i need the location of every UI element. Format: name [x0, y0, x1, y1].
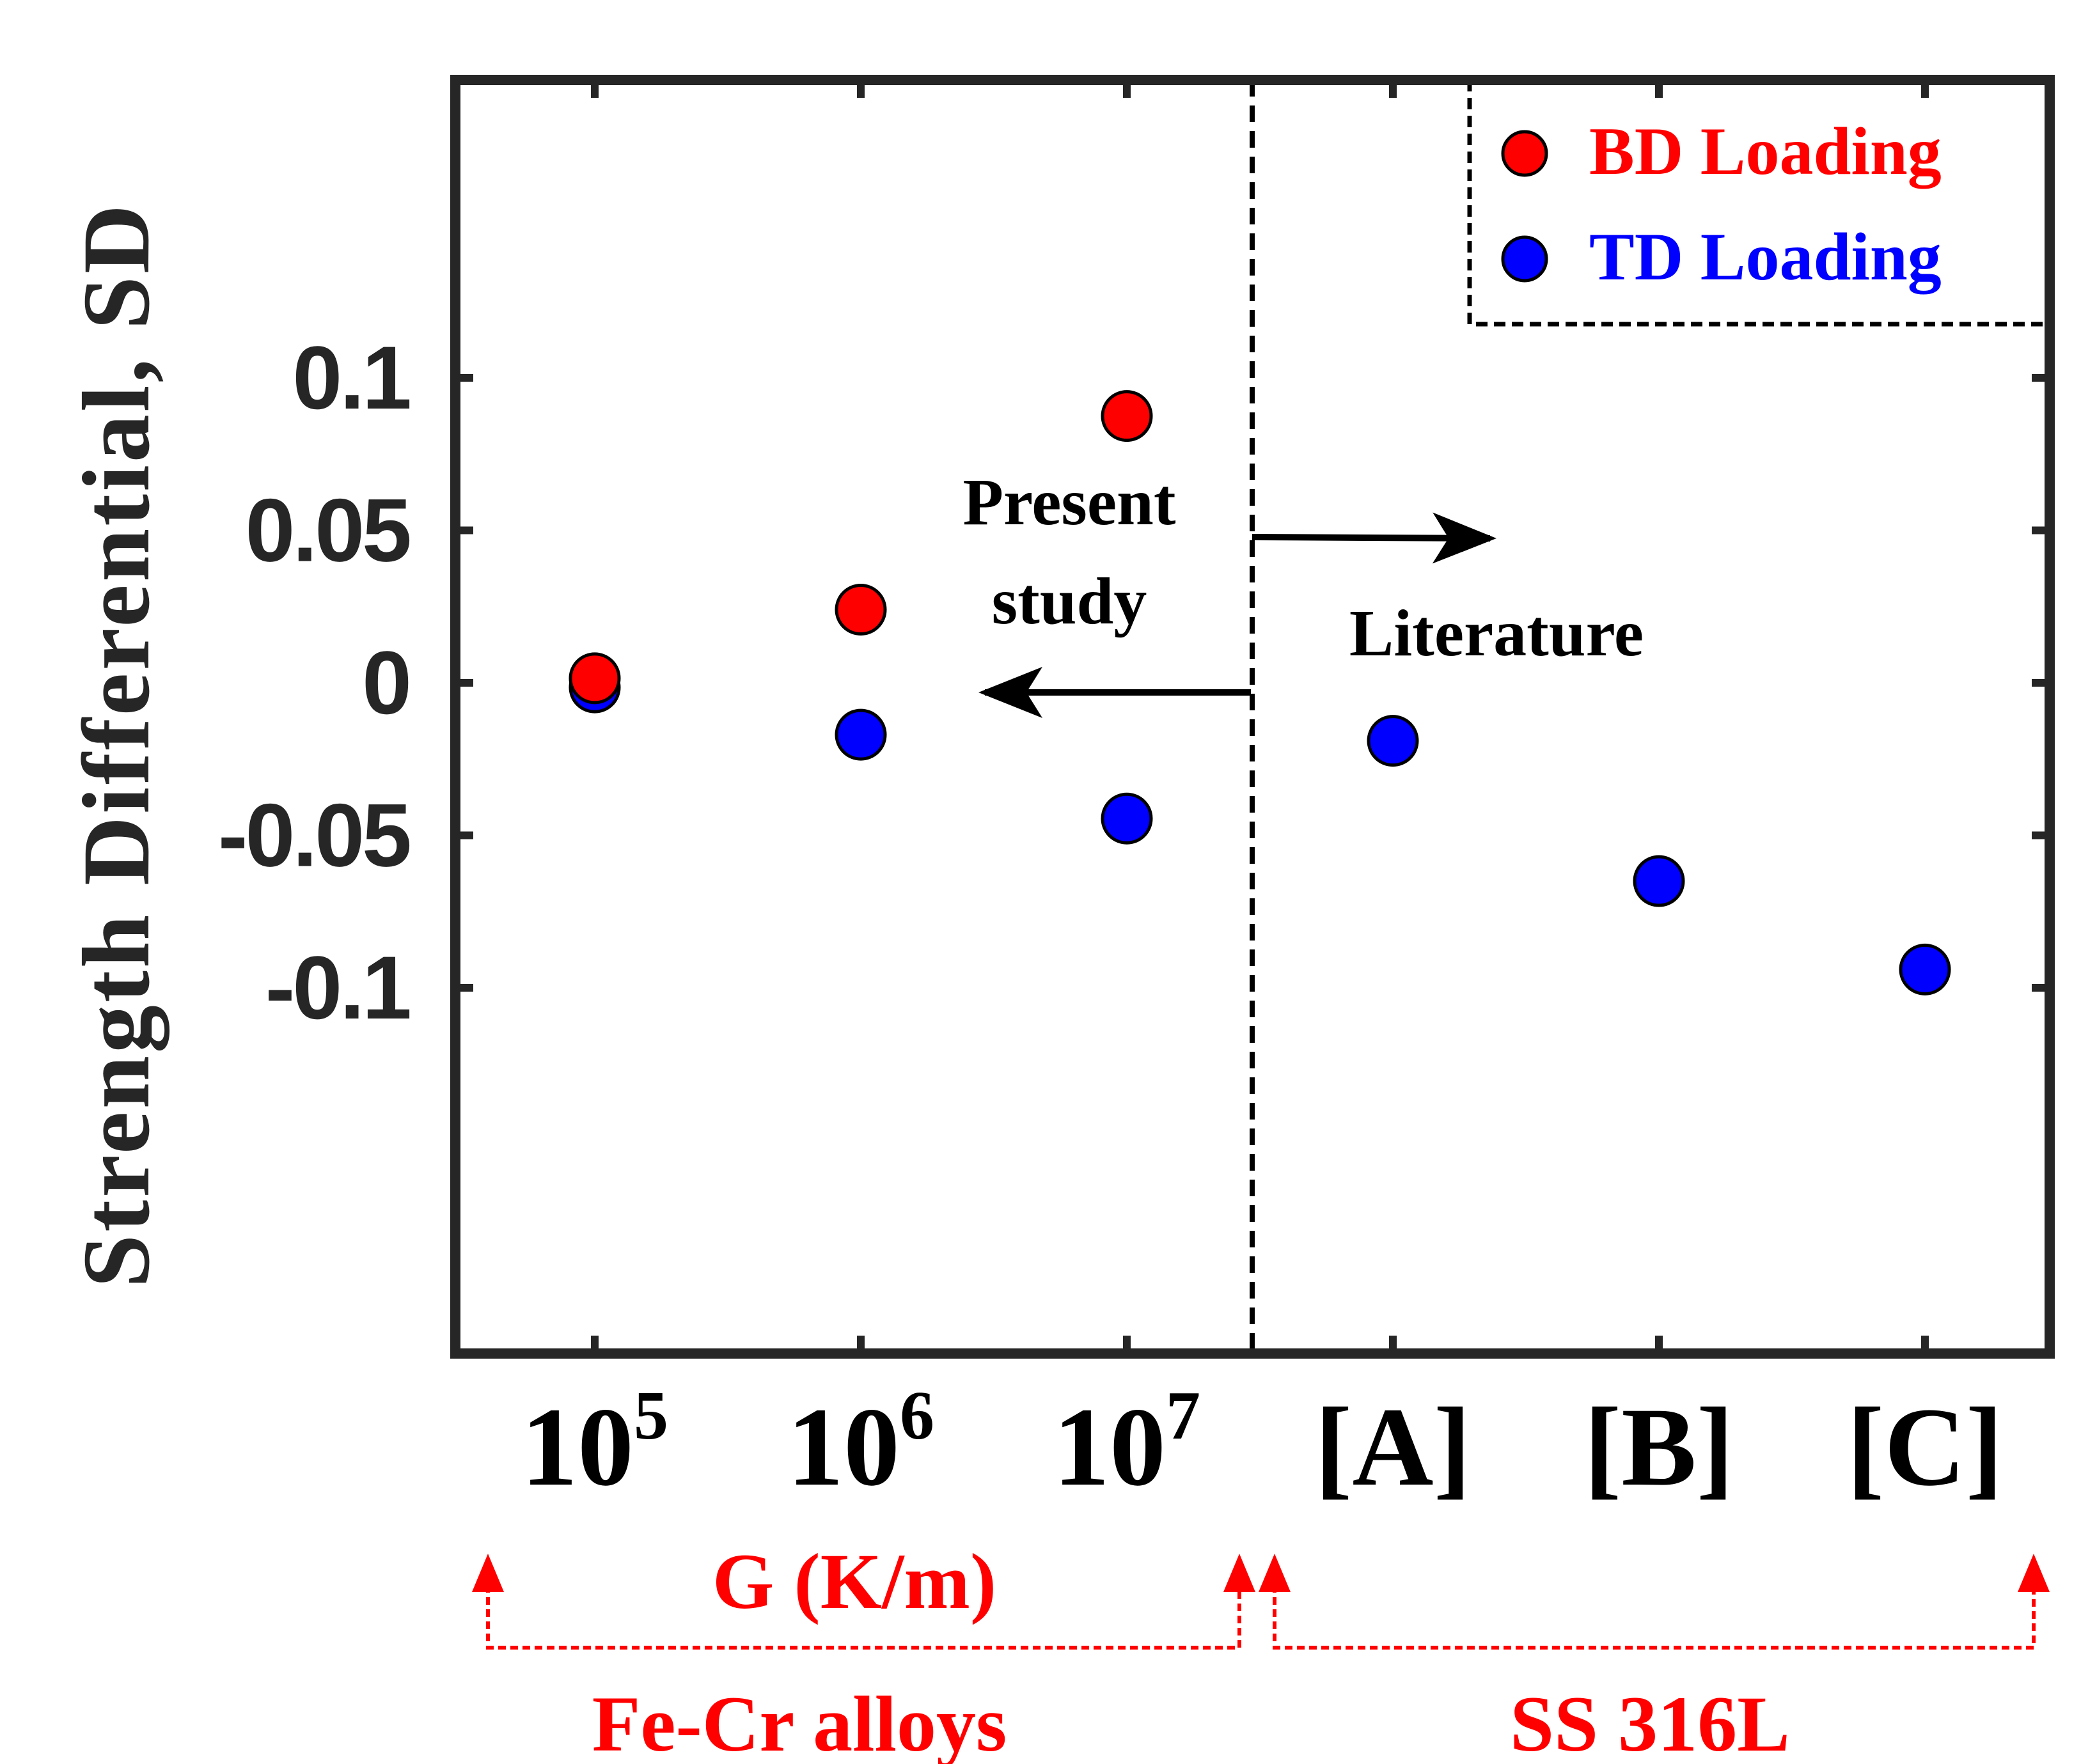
y-axis-label: Strength Differential, SD [63, 202, 169, 1288]
legend-label-bd: BD Loading [1589, 114, 1942, 189]
bd-point [1101, 390, 1153, 442]
y-tick-label: -0.1 [265, 937, 409, 1038]
fe-cr-bracket [472, 1554, 1255, 1650]
g-axis-label: G (K/m) [712, 1538, 996, 1625]
legend: BD Loading TD Loading [1467, 80, 2050, 327]
x-tick-labels: 105 106 107 [A] [B] [C] [521, 1378, 2003, 1510]
bd-point [835, 584, 887, 636]
ss-label: SS 316L [1510, 1680, 1790, 1764]
td-point [1101, 792, 1153, 845]
present-study-label: Present [962, 465, 1175, 539]
x-tick-label: 105 [521, 1378, 668, 1510]
td-point [835, 708, 887, 761]
present-study-label-line2: study [992, 565, 1147, 638]
td-point [1899, 943, 1951, 995]
legend-label-td: TD Loading [1589, 219, 1942, 294]
fe-cr-label: Fe-Cr alloys [592, 1680, 1007, 1764]
y-tick-labels: -0.1 -0.05 0 0.05 0.1 [218, 327, 412, 1038]
data-points [569, 390, 1951, 995]
ss-bracket [1259, 1554, 2050, 1650]
x-tick-label: [A] [1315, 1385, 1471, 1510]
literature-arrow [1252, 512, 1496, 564]
y-tick-label: -0.05 [218, 785, 409, 886]
literature-label: Literature [1349, 597, 1644, 670]
plot-frame [450, 75, 2055, 1359]
y-tick-label: 0.05 [246, 480, 410, 581]
x-tick-label: 106 [787, 1378, 934, 1510]
x-tick-label: [B] [1584, 1385, 1734, 1510]
legend-marker-bd [1501, 130, 1548, 177]
td-point [1633, 855, 1685, 907]
td-point [1367, 715, 1419, 767]
bd-point [569, 652, 621, 705]
legend-border [1467, 80, 2050, 327]
x-tick-label: 107 [1053, 1378, 1200, 1510]
y-tick-label: 0.1 [292, 327, 409, 428]
y-tick-label: 0 [362, 632, 409, 733]
x-tick-label: [C] [1847, 1385, 2003, 1510]
legend-marker-td [1501, 235, 1548, 283]
